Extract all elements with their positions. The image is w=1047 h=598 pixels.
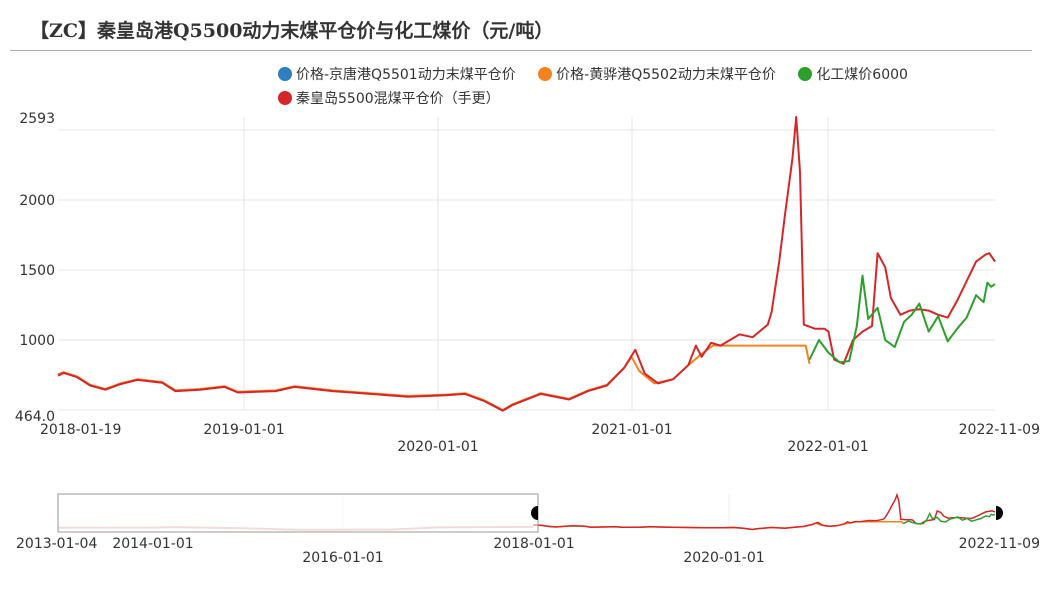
legend-item-jingtang[interactable]: 价格-京唐港Q5501动力末煤平仓价 [278, 62, 516, 86]
legend-dot-icon [798, 67, 813, 81]
overview-tick-label: 2022-11-09 [959, 536, 1040, 552]
x-axis: 2018-01-19 2019-01-01 2020-01-01 2021-01-01… [40, 422, 1040, 455]
overview-tick-label: 2014-01-01 [112, 536, 193, 552]
series-line [808, 274, 996, 364]
x-tick-label: 2020-01-01 [397, 439, 478, 455]
y-tick-label: 1000 [19, 333, 55, 349]
series-line [57, 343, 811, 411]
y-tick-label: 1500 [19, 263, 55, 279]
legend-item-qinhuangdao[interactable]: 秦皇岛5500混煤平仓价（手更） [278, 86, 500, 110]
y-tick-label: 464.0 [15, 409, 55, 425]
overview-mask [57, 493, 539, 533]
overview-slider[interactable]: 2013-01-04 2014-01-01 2016-01-01 2018-01-01… [16, 492, 1040, 566]
legend-dot-icon [538, 67, 553, 81]
left-handle-icon[interactable] [531, 506, 538, 520]
overview-tick-label: 2020-01-01 [683, 550, 764, 566]
title-divider [10, 50, 1032, 51]
legend-item-chemical-coal[interactable]: 化工煤价6000 [798, 62, 908, 86]
x-tick-label: 2019-01-01 [203, 422, 284, 438]
legend-dot-icon [278, 91, 292, 105]
y-tick-label: 2000 [19, 193, 55, 209]
overview-tick-label: 2016-01-01 [302, 550, 383, 566]
right-handle-icon[interactable] [996, 506, 1003, 520]
x-tick-label: 2018-01-19 [40, 422, 121, 438]
chart-title: 【ZC】秦皇岛港Q5500动力末煤平仓价与化工煤价（元/吨） [30, 20, 554, 42]
main-plot-area[interactable] [57, 116, 996, 412]
x-tick-label: 2021-01-01 [591, 422, 672, 438]
overview-tick-label: 2013-01-04 [16, 536, 97, 552]
overview-tick-label: 2018-01-01 [493, 536, 574, 552]
x-tick-label: 2022-01-01 [787, 439, 868, 455]
y-tick-label: 2593 [19, 111, 55, 127]
grid-lines [58, 117, 995, 411]
legend-dot-icon [278, 67, 292, 81]
x-tick-label: 2022-11-09 [959, 422, 1040, 438]
series-line [57, 116, 996, 412]
y-axis: 2593 2000 1500 1000 464.0 [15, 111, 55, 425]
legend-item-huanghua[interactable]: 价格-黄骅港Q5502动力末煤平仓价 [538, 62, 776, 86]
legend: 价格-京唐港Q5501动力末煤平仓价 价格-黄骅港Q5502动力末煤平仓价 化工… [278, 62, 998, 110]
